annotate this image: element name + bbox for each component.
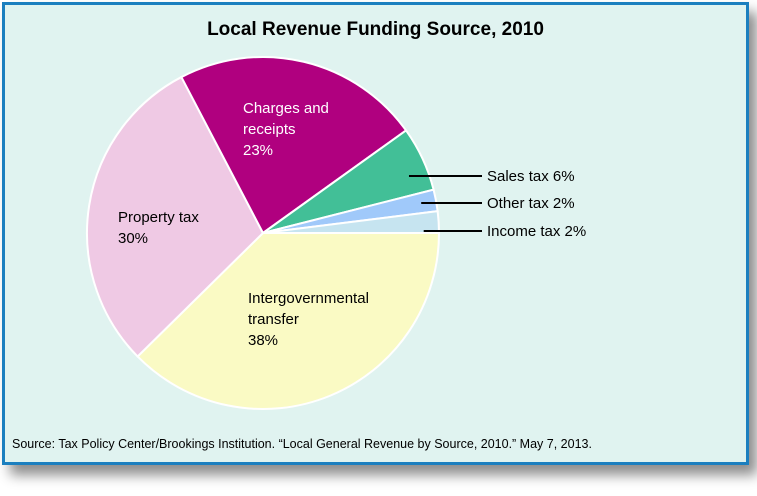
slice-label-income-tax: Income tax 2%	[487, 223, 586, 240]
slice-label-sales-tax: Sales tax 6%	[487, 168, 575, 185]
slice-label-other-tax: Other tax 2%	[487, 195, 575, 212]
slice-label-property-tax: Property tax 30%	[118, 209, 199, 247]
pie-slice-income-tax	[262, 210, 441, 234]
chart-frame: Local Revenue Funding Source, 2010 Inter…	[2, 2, 749, 465]
slice-label-intergovernmental-transfer: Intergovernmental transfer 38%	[248, 290, 369, 349]
pie-chart: Intergovernmental transfer 38% Property tax…	[86, 56, 586, 410]
chart-title: Local Revenue Funding Source, 2010	[207, 19, 544, 40]
pie-slice-property-tax	[86, 75, 265, 358]
pie-slice-intergovernmental-transfer	[136, 232, 441, 410]
source-note: Source: Tax Policy Center/Brookings Inst…	[12, 437, 592, 451]
pie-slice-charges-and-receipts	[180, 56, 408, 235]
slice-label-charges-and-receipts: Charges and receipts 23%	[243, 100, 329, 159]
